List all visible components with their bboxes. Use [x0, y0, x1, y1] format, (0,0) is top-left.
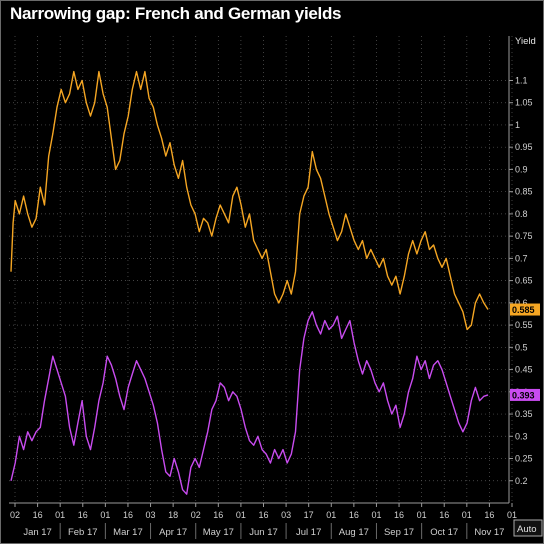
auto-button[interactable] [513, 519, 543, 537]
last-value-label: 0.585 [512, 305, 535, 315]
x-tick-label: 01 [326, 510, 336, 520]
y-tick-label: 0.8 [515, 209, 528, 219]
x-tick-label: 17 [304, 510, 314, 520]
y-tick-label: 0.65 [515, 276, 533, 286]
x-month-label: Sep 17 [384, 527, 414, 538]
x-month-label: Nov 17 [474, 527, 504, 538]
y-tick-label: 0.9 [515, 164, 528, 174]
x-month-label: Aug 17 [339, 527, 369, 538]
series-line-1 [10, 70, 489, 331]
x-tick-label: 01 [371, 510, 381, 520]
y-tick-label: 0.6 [515, 298, 528, 308]
auto-button-label: Auto [517, 524, 537, 535]
y-tick-label: 0.35 [515, 409, 533, 419]
x-month-label: Oct 17 [430, 527, 458, 538]
x-month-label: Apr 17 [159, 527, 187, 538]
x-tick-label: 16 [33, 510, 43, 520]
last-value-tags: 0.585 0.393 [510, 303, 540, 401]
x-tick-label: 16 [394, 510, 404, 520]
x-tick-label: 01 [462, 510, 472, 520]
x-tick-label: 16 [484, 510, 494, 520]
y-tick-label: 0.45 [515, 365, 533, 375]
chart-title: Narrowing gap: French and German yields [10, 4, 342, 23]
y-tick-label: 0.5 [515, 342, 528, 352]
x-tick-label: 01 [507, 510, 517, 520]
y-tick-label: 0.75 [515, 231, 533, 241]
y-tick-label: 0.85 [515, 187, 533, 197]
last-value-badge [510, 303, 540, 316]
x-tick-label: 02 [191, 510, 201, 520]
x-month-label: Jan 17 [23, 527, 52, 538]
x-tick-label: 18 [168, 510, 178, 520]
y-axis-ticks: 0.20.250.30.350.40.450.50.550.60.650.70.… [509, 75, 533, 486]
x-axis-month-labels: Jan 17 Feb 17 Mar 17 Apr 17 May 17 Jun 17 Jul … [23, 523, 504, 539]
last-value-badge [510, 388, 540, 401]
y-tick-label: 1 [515, 120, 520, 130]
x-month-label: Jun 17 [249, 527, 278, 538]
series-line-2 [10, 311, 489, 495]
x-tick-label: 16 [123, 510, 133, 520]
y-tick-label: 0.55 [515, 320, 533, 330]
x-tick-label: 03 [281, 510, 291, 520]
x-month-label: Feb 17 [68, 527, 98, 538]
y-tick-label: 1.1 [515, 75, 528, 85]
grid-lines [9, 36, 513, 503]
x-axis-ticks: 02 16 01 16 01 16 03 18 02 16 01 16 03 17 01 16 01 16 01 16… [10, 503, 517, 520]
y-tick-label: 0.2 [515, 476, 528, 486]
x-tick-label: 01 [55, 510, 65, 520]
series-lines [10, 70, 489, 495]
x-tick-label: 03 [146, 510, 156, 520]
x-tick-label: 02 [10, 510, 20, 520]
y-tick-label: 0.95 [515, 142, 533, 152]
x-month-label: Mar 17 [113, 527, 143, 538]
x-tick-label: 16 [78, 510, 88, 520]
x-month-label: May 17 [203, 527, 234, 538]
x-tick-label: 16 [258, 510, 268, 520]
x-tick-label: 01 [100, 510, 110, 520]
last-value-label: 0.393 [512, 390, 535, 400]
y-axis-label: Yield [515, 36, 536, 47]
y-tick-label: 1.05 [515, 98, 533, 108]
x-tick-label: 01 [417, 510, 427, 520]
y-tick-label: 0.25 [515, 454, 533, 464]
x-tick-label: 16 [349, 510, 359, 520]
x-tick-label: 16 [213, 510, 223, 520]
y-tick-label: 0.3 [515, 431, 528, 441]
y-tick-label: 0.7 [515, 253, 528, 263]
x-month-label: Jul 17 [296, 527, 321, 538]
x-tick-label: 16 [439, 510, 449, 520]
x-tick-label: 01 [236, 510, 246, 520]
